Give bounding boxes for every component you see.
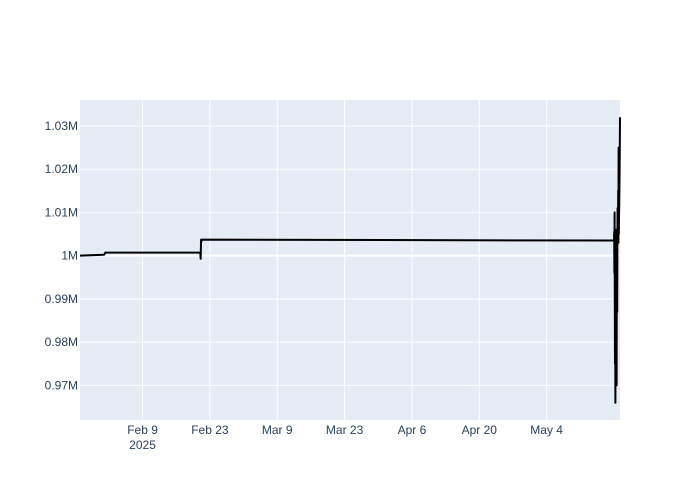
grid-lines bbox=[80, 100, 620, 420]
y-axis-ticks: 0.97M 0.98M 0.99M 1M 1.01M 1.02M 1.03M bbox=[45, 119, 78, 392]
x-tick-label: Mar 23 bbox=[326, 423, 364, 437]
x-tick-year-label: 2025 bbox=[129, 438, 156, 452]
y-tick-label: 1.03M bbox=[45, 119, 78, 133]
series-lines bbox=[79, 117, 621, 404]
plot-background bbox=[80, 100, 620, 420]
y-tick-label: 0.99M bbox=[45, 292, 78, 306]
y-tick-label: 0.97M bbox=[45, 378, 78, 392]
y-tick-label: 0.98M bbox=[45, 335, 78, 349]
x-tick-label: Feb 23 bbox=[191, 423, 229, 437]
x-tick-label: May 4 bbox=[530, 423, 563, 437]
x-tick-label: Feb 9 bbox=[127, 423, 158, 437]
y-tick-label: 1M bbox=[61, 249, 78, 263]
x-tick-label: Mar 9 bbox=[262, 423, 293, 437]
x-tick-label: Apr 6 bbox=[398, 423, 427, 437]
y-tick-label: 1.02M bbox=[45, 162, 78, 176]
series-line bbox=[79, 117, 621, 404]
y-tick-label: 1.01M bbox=[45, 205, 78, 219]
x-tick-label: Apr 20 bbox=[462, 423, 498, 437]
